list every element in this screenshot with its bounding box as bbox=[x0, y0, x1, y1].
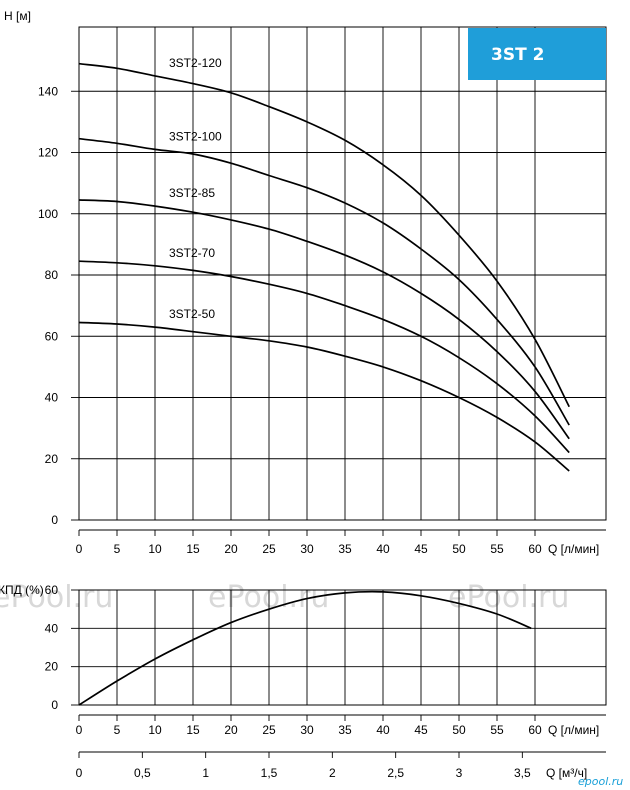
head-curve-3st2-85 bbox=[78, 199, 570, 440]
efficiency-x2-tick-label: 0,5 bbox=[134, 766, 151, 780]
head-y-tick-label: 40 bbox=[45, 391, 59, 405]
head-chart-grid bbox=[71, 26, 607, 531]
efficiency-x-tick-label: 5 bbox=[114, 723, 121, 737]
watermark-right: ePool.ru bbox=[448, 580, 569, 615]
model-badge: 3ST 2 bbox=[468, 28, 606, 80]
head-chart-y-ticks: 0 20 40 60 80 100 120 140 bbox=[38, 84, 58, 527]
efficiency-chart-x-ticks: 0 5 10 15 20 25 30 35 40 45 50 55 60 bbox=[76, 715, 542, 737]
head-y-tick-label: 140 bbox=[38, 84, 58, 98]
head-x-tick-label: 10 bbox=[148, 542, 162, 556]
head-curve-3st2-120 bbox=[78, 62, 570, 408]
head-x-tick-label: 40 bbox=[376, 542, 390, 556]
efficiency-x-tick-label: 50 bbox=[452, 723, 466, 737]
head-curve-3st2-70 bbox=[78, 260, 570, 454]
head-chart-x-ticks: 0 5 10 15 20 25 30 35 40 45 50 55 60 bbox=[76, 530, 542, 556]
head-x-tick-label: 50 bbox=[452, 542, 466, 556]
efficiency-chart-y-ticks: 0 20 40 60 bbox=[45, 583, 59, 712]
head-x-tick-label: 5 bbox=[114, 542, 121, 556]
head-y-tick-label: 120 bbox=[38, 146, 58, 160]
efficiency-x2-tick-label: 2 bbox=[329, 766, 336, 780]
head-x-tick-label: 55 bbox=[490, 542, 504, 556]
head-y-tick-label: 20 bbox=[45, 452, 59, 466]
head-y-tick-label: 80 bbox=[45, 268, 59, 282]
head-x-tick-label: 25 bbox=[262, 542, 276, 556]
head-y-tick-label: 60 bbox=[45, 329, 59, 343]
efficiency-chart-frame bbox=[78, 589, 607, 706]
head-x-tick-label: 45 bbox=[414, 542, 428, 556]
efficiency-x2-tick-label: 2,5 bbox=[387, 766, 404, 780]
efficiency-x2-axis-label: Q [м³/ч] bbox=[546, 766, 587, 780]
series-label: 3ST2-100 bbox=[169, 129, 222, 143]
head-y-tick-label: 0 bbox=[51, 513, 58, 527]
head-x-tick-label: 30 bbox=[300, 542, 314, 556]
efficiency-x-tick-label: 35 bbox=[338, 723, 352, 737]
efficiency-x-tick-label: 30 bbox=[300, 723, 314, 737]
head-y-axis-label: H [м] bbox=[4, 9, 31, 23]
efficiency-x-tick-label: 15 bbox=[186, 723, 200, 737]
model-badge-label: 3ST 2 bbox=[491, 45, 544, 65]
head-y-tick-label: 100 bbox=[38, 207, 58, 221]
efficiency-chart-m3h-ticks: 0 0,5 1 1,5 2 2,5 3 3,5 bbox=[76, 752, 531, 780]
efficiency-x2-tick-label: 1 bbox=[202, 766, 209, 780]
series-label: 3ST2-50 bbox=[169, 307, 215, 321]
head-x-tick-label: 60 bbox=[528, 542, 542, 556]
head-x-tick-label: 35 bbox=[338, 542, 352, 556]
efficiency-x-tick-label: 25 bbox=[262, 723, 276, 737]
head-chart-frame bbox=[78, 26, 607, 521]
head-x-tick-label: 20 bbox=[224, 542, 238, 556]
series-label: 3ST2-85 bbox=[169, 186, 215, 200]
efficiency-y-tick-label: 0 bbox=[51, 698, 58, 712]
efficiency-y-tick-label: 40 bbox=[45, 621, 59, 635]
series-label: 3ST2-70 bbox=[169, 246, 215, 260]
head-x-tick-label: 0 bbox=[76, 542, 83, 556]
model-badge-box bbox=[468, 28, 606, 80]
efficiency-chart-grid bbox=[71, 589, 607, 753]
efficiency-x-tick-label: 55 bbox=[490, 723, 504, 737]
efficiency-x-tick-label: 40 bbox=[376, 723, 390, 737]
efficiency-x2-tick-label: 0 bbox=[76, 766, 83, 780]
efficiency-chart-series bbox=[78, 590, 532, 706]
efficiency-x-axis-label: Q [л/мин] bbox=[548, 723, 599, 737]
efficiency-x-tick-label: 0 bbox=[76, 723, 83, 737]
efficiency-x-tick-label: 60 bbox=[528, 723, 542, 737]
series-label: 3ST2-120 bbox=[169, 56, 222, 70]
head-curve-3st2-50 bbox=[78, 321, 570, 472]
head-chart-series: 3ST2-120 3ST2-100 3ST2-85 3ST2-70 3ST2-50 bbox=[78, 56, 570, 472]
efficiency-x2-tick-label: 3,5 bbox=[514, 766, 531, 780]
efficiency-curve bbox=[78, 590, 532, 706]
head-x-tick-label: 15 bbox=[186, 542, 200, 556]
head-curve-3st2-100 bbox=[78, 137, 570, 426]
corner-logo: epool.ru bbox=[578, 775, 623, 788]
watermark-left: ePool.ru bbox=[0, 580, 113, 615]
efficiency-y-tick-label: 60 bbox=[45, 583, 59, 597]
efficiency-x-tick-label: 20 bbox=[224, 723, 238, 737]
efficiency-y-tick-label: 20 bbox=[45, 660, 59, 674]
efficiency-x-tick-label: 10 bbox=[148, 723, 162, 737]
efficiency-y-axis-label: КПД (%) bbox=[0, 583, 44, 597]
head-x-axis-label: Q [л/мин] bbox=[548, 542, 599, 556]
efficiency-x-tick-label: 45 bbox=[414, 723, 428, 737]
efficiency-x2-tick-label: 3 bbox=[456, 766, 463, 780]
efficiency-x2-tick-label: 1,5 bbox=[261, 766, 278, 780]
